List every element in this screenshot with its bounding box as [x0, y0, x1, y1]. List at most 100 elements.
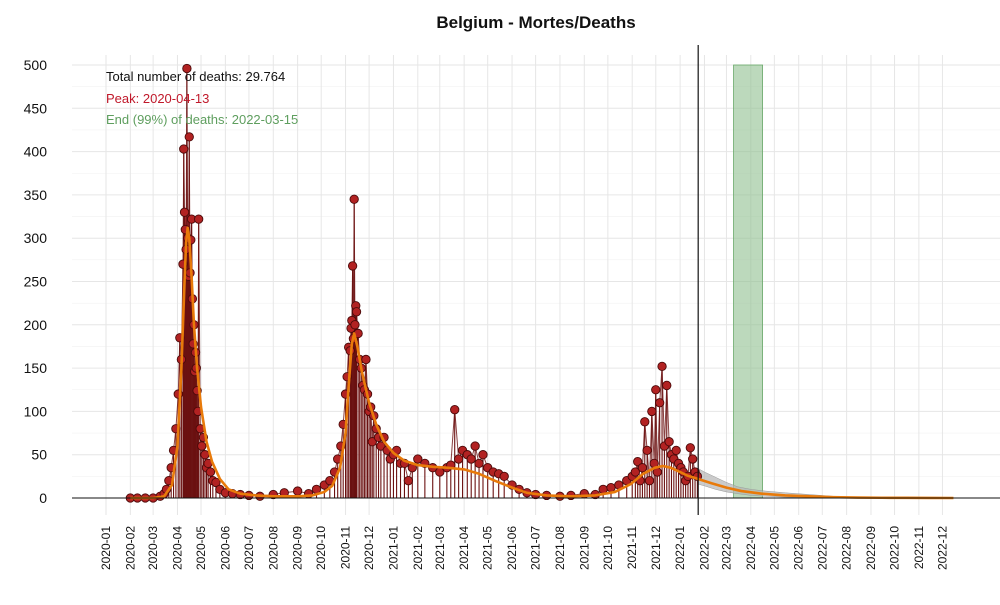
observed-point	[688, 454, 698, 464]
x-tick-label: 2022-08	[840, 526, 854, 570]
observed-point	[662, 380, 672, 391]
observed-point	[640, 417, 650, 427]
x-tick-label: 2021-01	[386, 526, 400, 570]
observed-point	[200, 450, 210, 460]
observed-point	[361, 354, 371, 365]
observed-point	[499, 471, 509, 481]
x-tick-label: 2022-06	[792, 526, 806, 570]
y-tick-label: 50	[31, 447, 47, 463]
x-tick-label: 2020-04	[170, 526, 184, 570]
observed-point	[453, 454, 464, 464]
observed-point	[376, 441, 386, 451]
x-tick-label: 2021-04	[457, 526, 471, 570]
y-tick-label: 400	[24, 144, 48, 160]
observed-point	[630, 467, 641, 477]
observed-point	[450, 405, 460, 415]
observed-point	[413, 454, 423, 464]
observed-point	[474, 458, 484, 469]
x-tick-label: 2020-12	[362, 526, 376, 570]
x-tick-label: 2020-06	[218, 526, 232, 570]
x-tick-label: 2021-10	[601, 526, 615, 570]
observed-point	[642, 445, 652, 456]
x-tick-label: 2021-07	[529, 526, 543, 570]
chart-title: Belgium - Mortes/Deaths	[436, 13, 636, 32]
annotation-end: End (99%) of deaths: 2022-03-15	[106, 112, 298, 127]
x-tick-label: 2021-03	[433, 526, 447, 570]
x-tick-label: 2021-09	[577, 526, 591, 570]
observed-point	[197, 441, 207, 451]
observed-point	[211, 477, 221, 488]
observed-point	[647, 406, 657, 417]
x-tick-label: 2021-11	[625, 526, 639, 569]
observed-point	[179, 144, 189, 154]
observed-point	[179, 207, 190, 217]
x-tick-label: 2020-11	[339, 526, 353, 569]
axis-layer: 0 50 100 150 200 250 300 350 400 450 500 2020-01 202…	[24, 45, 1000, 570]
x-tick-label: 2020-02	[123, 526, 137, 570]
observed-point	[194, 214, 204, 224]
x-tick-label: 2021-05	[481, 526, 495, 570]
x-tick-label: 2020-09	[291, 526, 305, 570]
observed-point	[367, 437, 377, 447]
observed-point	[651, 385, 661, 395]
observed-point	[205, 467, 216, 477]
observed-point	[349, 194, 359, 204]
y-tick-label: 250	[24, 274, 48, 290]
observed-point	[347, 261, 358, 271]
x-tick-label: 2021-06	[505, 526, 519, 570]
x-tick-label: 2022-10	[888, 526, 902, 570]
observed-point	[657, 361, 667, 372]
y-tick-label: 450	[24, 100, 48, 116]
x-tick-label: 2021-12	[649, 526, 663, 570]
end-band	[733, 64, 763, 499]
x-tick-label: 2022-05	[767, 526, 781, 570]
observed-path	[130, 68, 698, 499]
x-tick-label: 2022-09	[864, 526, 878, 570]
x-tick-label: 2020-10	[314, 526, 328, 570]
observed-point	[470, 441, 480, 451]
y-tick-label: 0	[39, 490, 47, 506]
observed-point	[478, 450, 488, 460]
data-layer	[125, 63, 954, 503]
observed-point	[606, 482, 616, 493]
observed-point	[671, 445, 681, 456]
y-tick-label: 100	[24, 403, 48, 419]
x-tick-label: 2020-05	[194, 526, 208, 570]
x-tick-label: 2022-07	[815, 526, 829, 570]
y-tick-label: 500	[24, 57, 48, 73]
observed-point	[637, 463, 648, 473]
x-tick-label: 2022-01	[673, 526, 687, 570]
observed-point	[350, 320, 360, 330]
observed-point	[644, 476, 655, 486]
observed-point	[664, 437, 674, 447]
y-tick-label: 200	[24, 317, 48, 333]
x-tick-label: 2020-08	[266, 526, 280, 570]
y-tick-label: 350	[24, 187, 48, 203]
observed-point	[655, 398, 665, 408]
observed-point	[184, 132, 194, 142]
observed-point	[633, 456, 643, 467]
annotation-peak: Peak: 2020-04-13	[106, 91, 209, 106]
observed-point	[292, 486, 303, 496]
observed-point	[466, 454, 476, 464]
observed-point	[685, 443, 695, 453]
x-tick-label: 2020-01	[99, 526, 113, 570]
grid-layer	[72, 55, 1000, 515]
fit-line	[130, 226, 954, 500]
x-tick-label: 2022-12	[935, 526, 949, 570]
observed-point	[182, 63, 192, 74]
x-tick-label: 2022-03	[719, 526, 733, 570]
observed-point	[403, 476, 414, 486]
x-tick-label: 2020-03	[146, 526, 160, 570]
y-tick-label: 300	[24, 230, 48, 246]
x-tick-label: 2022-11	[912, 526, 926, 569]
x-tick-label: 2021-08	[553, 526, 567, 570]
observed-point	[351, 307, 362, 317]
x-tick-label: 2022-02	[697, 526, 711, 570]
x-tick-label: 2021-02	[411, 526, 425, 570]
annotation-total: Total number of deaths: 29.764	[106, 69, 285, 84]
y-tick-label: 150	[24, 360, 48, 376]
x-tick-label: 2022-04	[744, 526, 758, 570]
